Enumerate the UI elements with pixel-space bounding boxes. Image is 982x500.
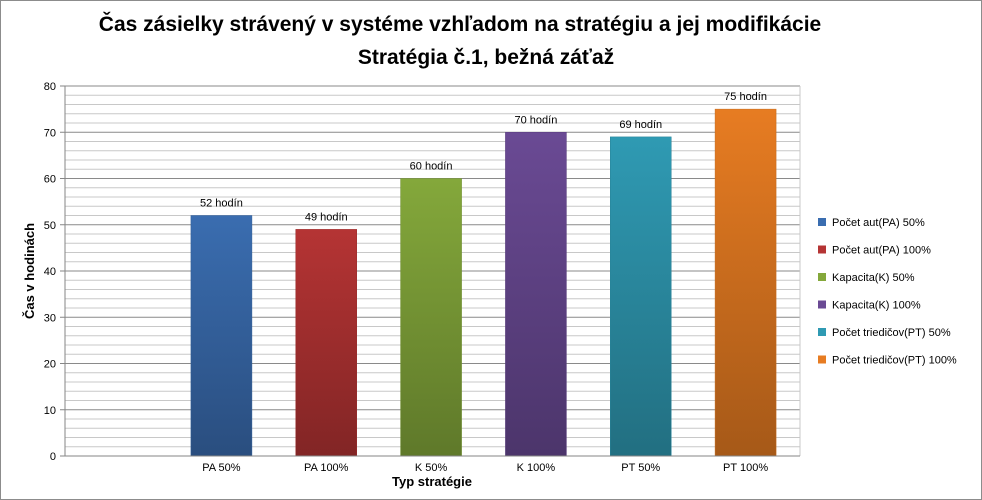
chart-subtitle: Stratégia č.1, bežná záťaž — [358, 46, 614, 69]
data-label: 70 hodín — [515, 114, 558, 126]
y-tick-label: 0 — [50, 451, 56, 463]
legend: Počet aut(PA) 50% Počet aut(PA) 100% Kapac… — [818, 217, 957, 367]
x-tick-label: PA 100% — [304, 462, 349, 474]
legend-label: Počet aut(PA) 100% — [832, 245, 931, 257]
x-tick-label: K 100% — [517, 462, 556, 474]
y-tick-label: 10 — [44, 405, 56, 417]
legend-label: Počet aut(PA) 50% — [832, 217, 925, 229]
data-labels: 52 hodín 49 hodín 60 hodín 70 hodín 69 hodín… — [200, 91, 767, 223]
bar — [505, 132, 567, 457]
x-tick-label: PT 50% — [621, 462, 660, 474]
bar — [400, 178, 462, 457]
data-label: 52 hodín — [200, 198, 243, 210]
bar — [295, 229, 357, 457]
x-axis-title: Typ stratégie — [392, 474, 472, 489]
y-tick-label: 20 — [44, 359, 56, 371]
data-label: 49 hodín — [305, 211, 348, 223]
bar — [714, 108, 777, 457]
data-label: 60 hodín — [410, 161, 453, 173]
legend-label: Počet triedičov(PT) 50% — [832, 327, 951, 339]
bar — [190, 215, 253, 457]
data-label: 69 hodín — [619, 119, 662, 131]
legend-swatch — [818, 273, 826, 281]
legend-swatch — [818, 328, 826, 336]
x-tick-label: K 50% — [415, 462, 448, 474]
legend-label: Kapacita(K) 50% — [832, 272, 915, 284]
legend-swatch — [818, 218, 826, 226]
x-tick-label: PA 50% — [202, 462, 241, 474]
legend-swatch — [818, 355, 826, 364]
data-label: 75 hodín — [724, 91, 767, 103]
y-tick-label: 60 — [44, 174, 56, 186]
bar — [610, 136, 672, 457]
legend-swatch — [818, 245, 826, 254]
bars — [190, 108, 777, 457]
x-tick-label: PT 100% — [723, 462, 768, 474]
y-tick-label: 70 — [44, 127, 56, 139]
legend-label: Kapacita(K) 100% — [832, 300, 921, 312]
y-tick-label: 40 — [44, 266, 56, 278]
y-tick-label: 80 — [44, 81, 56, 93]
legend-label: Počet triedičov(PT) 100% — [832, 355, 957, 367]
y-axis-title: Čas v hodinách — [22, 223, 37, 319]
y-tick-label: 50 — [44, 220, 56, 232]
legend-swatch — [818, 300, 826, 309]
y-tick-label: 30 — [44, 312, 56, 324]
chart-title: Čas zásielky strávený v systéme vzhľadom… — [99, 12, 821, 36]
x-axis-ticks: PA 50% PA 100% K 50% K 100% PT 50% PT 100% — [202, 462, 768, 474]
y-axis-ticks: 0 10 20 30 40 50 60 70 80 — [44, 81, 65, 463]
